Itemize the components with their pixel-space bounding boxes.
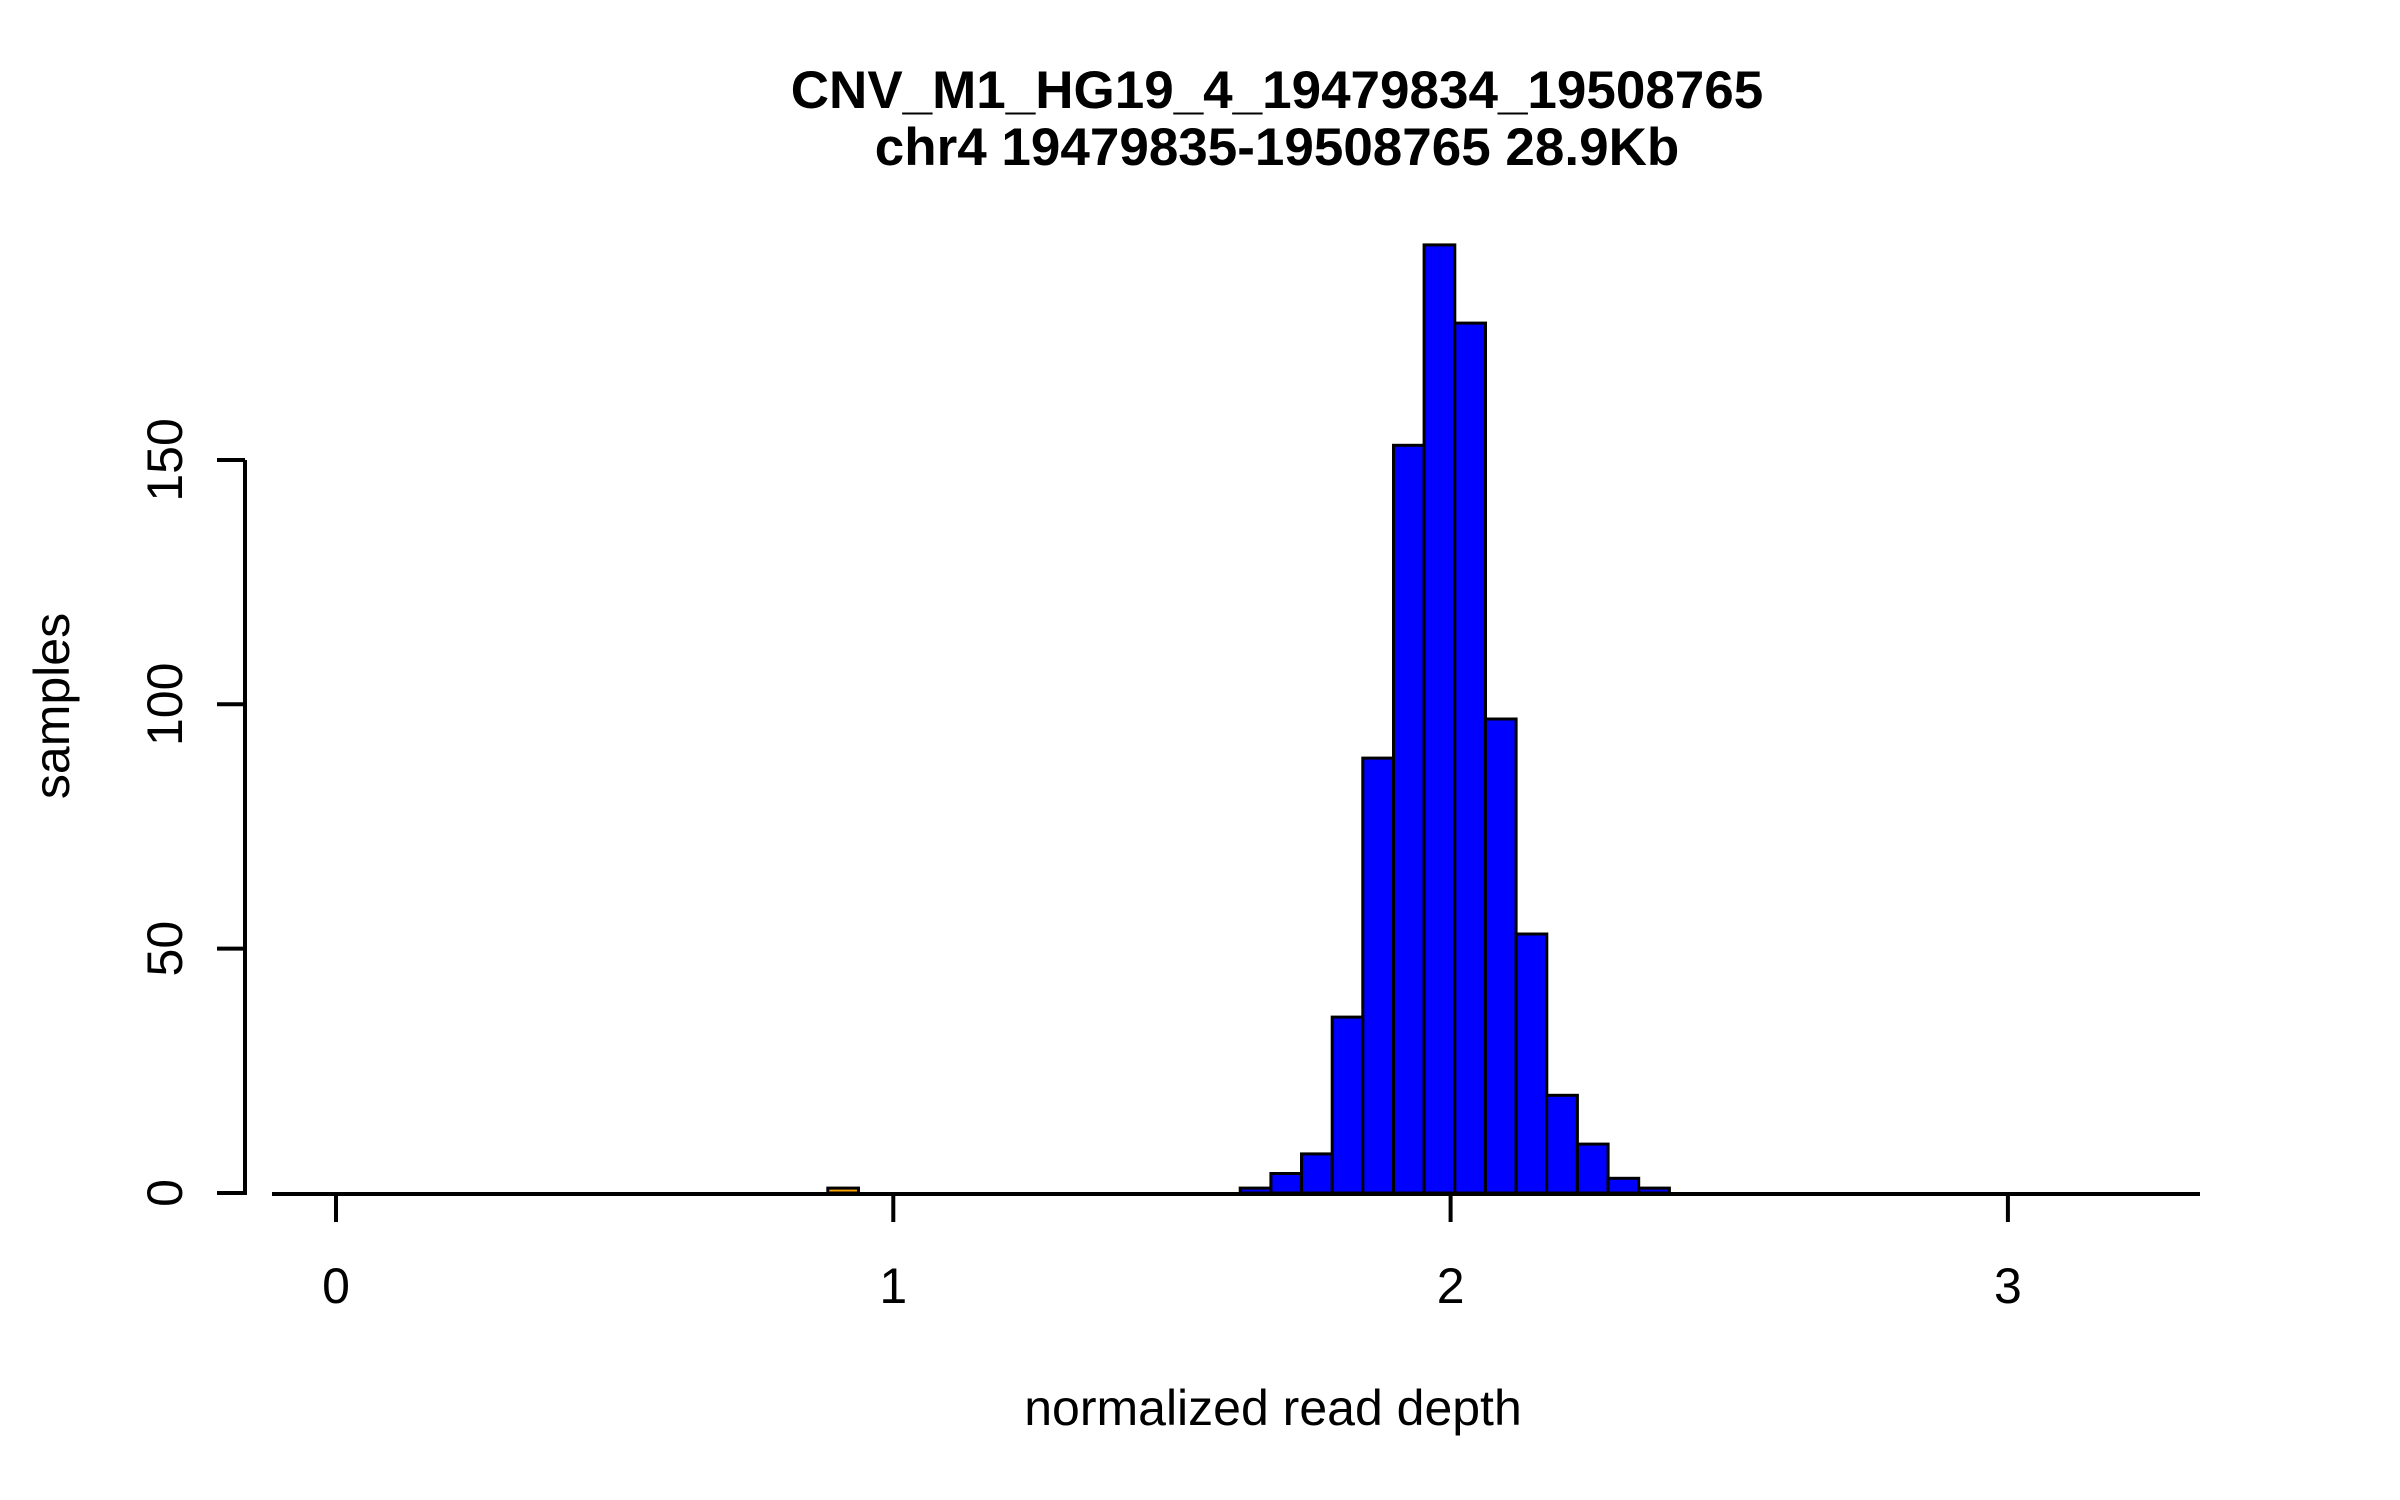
histogram-bar bbox=[1483, 717, 1518, 1195]
histogram-bar bbox=[1422, 243, 1457, 1195]
y-tick-label: 0 bbox=[137, 1179, 193, 1207]
x-tick-label: 1 bbox=[879, 1258, 907, 1314]
chart-title: CNV_M1_HG19_4_19479834_19508765 chr4 194… bbox=[791, 62, 1763, 176]
histogram-bar bbox=[1606, 1176, 1641, 1195]
histogram-bar bbox=[1392, 443, 1426, 1195]
y-tick-label: 50 bbox=[137, 921, 193, 977]
histogram-bar bbox=[1514, 932, 1549, 1195]
x-tick-label: 2 bbox=[1437, 1258, 1465, 1314]
histogram-bar bbox=[1361, 756, 1396, 1195]
histogram-bar bbox=[1545, 1093, 1579, 1195]
y-axis-label: samples bbox=[24, 612, 80, 800]
x-axis-label: normalized read depth bbox=[1024, 1380, 1522, 1436]
histogram-bar bbox=[1330, 1015, 1365, 1195]
chart-title-line1: CNV_M1_HG19_4_19479834_19508765 bbox=[790, 61, 1764, 120]
x-tick-label: 0 bbox=[322, 1258, 350, 1314]
histogram-bar bbox=[1453, 321, 1488, 1195]
y-tick-label: 150 bbox=[137, 418, 193, 501]
x-tick-label: 3 bbox=[1994, 1258, 2022, 1314]
histogram-bar bbox=[1575, 1142, 1610, 1195]
histogram-bar bbox=[1300, 1152, 1334, 1195]
chart-title-line2: chr4 19479835-19508765 28.9Kb bbox=[874, 118, 1680, 177]
y-tick-label: 100 bbox=[137, 663, 193, 746]
histogram-bar bbox=[1269, 1172, 1304, 1195]
